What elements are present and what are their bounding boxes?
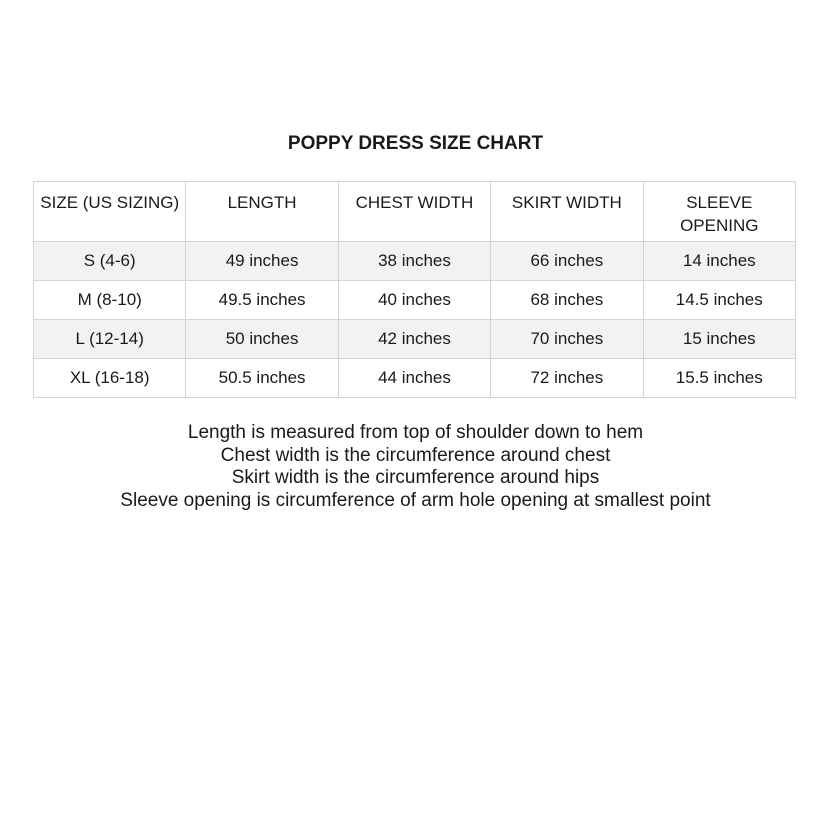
cell: 38 inches: [337, 241, 492, 281]
cell: 14 inches: [642, 241, 797, 281]
measurement-notes: Length is measured from top of shoulder …: [0, 422, 831, 512]
page-title: POPPY DRESS SIZE CHART: [287, 133, 544, 154]
header-sleeve-opening: SLEEVE OPENING: [642, 181, 797, 242]
cell: 40 inches: [337, 280, 492, 320]
table-row: L (12-14) 50 inches 42 inches 70 inches …: [32, 319, 797, 359]
table-row: S (4-6) 49 inches 38 inches 66 inches 14…: [32, 241, 797, 281]
cell: M (8-10): [32, 280, 187, 320]
cell: 72 inches: [490, 358, 644, 398]
cell: 49 inches: [185, 241, 339, 281]
table-header-row: SIZE (US SIZING) LENGTH CHEST WIDTH SKIR…: [32, 181, 797, 242]
cell: 15 inches: [642, 319, 797, 359]
cell: 66 inches: [490, 241, 644, 281]
cell: 70 inches: [490, 319, 644, 359]
note-length: Length is measured from top of shoulder …: [187, 422, 644, 443]
header-length: LENGTH: [185, 181, 339, 242]
table-row: M (8-10) 49.5 inches 40 inches 68 inches…: [32, 280, 797, 320]
cell: XL (16-18): [32, 358, 187, 398]
cell: 44 inches: [337, 358, 492, 398]
header-chest-width: CHEST WIDTH: [337, 181, 492, 242]
cell: 15.5 inches: [642, 358, 797, 398]
size-chart-table: SIZE (US SIZING) LENGTH CHEST WIDTH SKIR…: [32, 181, 797, 398]
note-chest: Chest width is the circumference around …: [220, 444, 611, 466]
header-skirt-width: SKIRT WIDTH: [490, 181, 644, 242]
note-skirt: Skirt width is the circumference around …: [231, 467, 600, 488]
cell: S (4-6): [32, 241, 187, 281]
cell: 50.5 inches: [185, 358, 339, 398]
cell: 42 inches: [337, 319, 492, 359]
cell: L (12-14): [32, 319, 187, 359]
cell: 14.5 inches: [642, 280, 797, 320]
cell: 49.5 inches: [185, 280, 339, 320]
note-sleeve: Sleeve opening is circumference of arm h…: [120, 489, 711, 511]
cell: 50 inches: [185, 319, 339, 359]
table-row: XL (16-18) 50.5 inches 44 inches 72 inch…: [32, 358, 797, 398]
header-size: SIZE (US SIZING): [32, 181, 187, 242]
cell: 68 inches: [490, 280, 644, 320]
